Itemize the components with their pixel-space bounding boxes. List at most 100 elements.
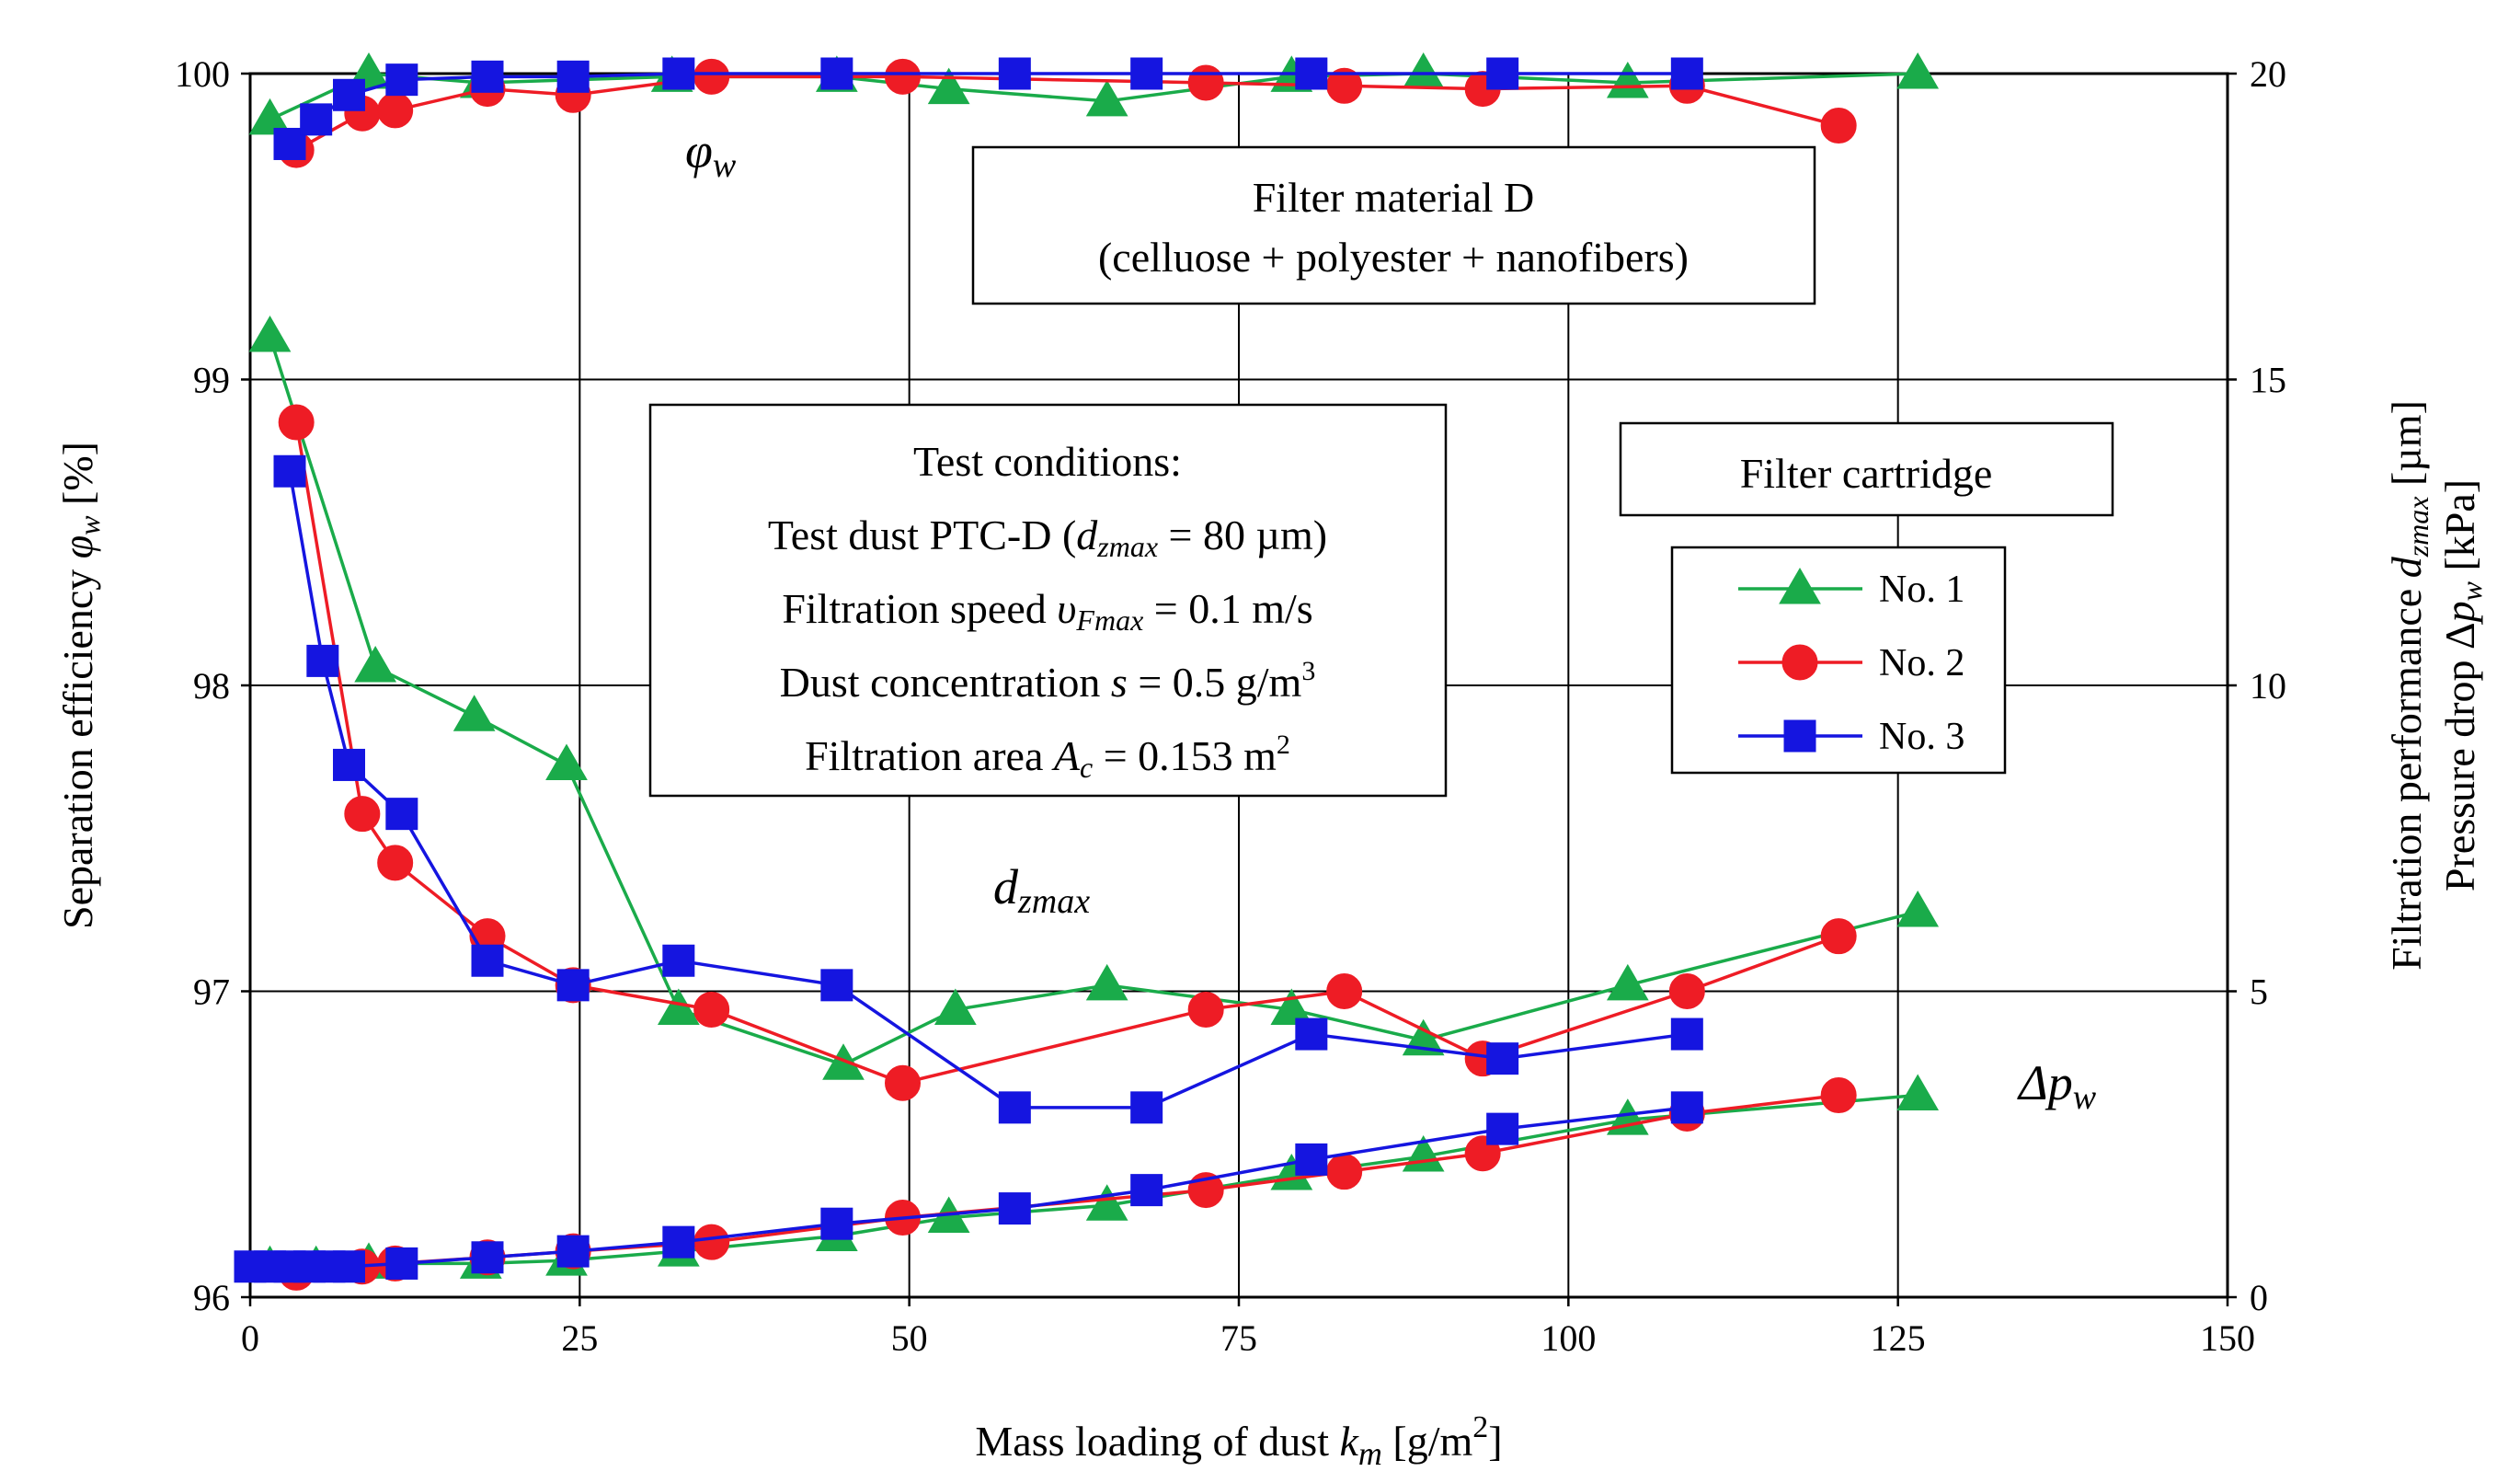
x-axis-label: Mass loading of dust km [g/m2] (975, 1410, 1502, 1472)
y-left-axis-label: Separation efficiency φw [%] (54, 442, 106, 929)
point-no2-efficiency-5 (693, 58, 730, 95)
point-no3-efficiency-3 (385, 63, 418, 97)
point-no3-pressure-12 (1130, 1174, 1163, 1207)
y-right-tick-15: 15 (2250, 360, 2286, 401)
point-no3-efficiency-1 (300, 103, 333, 136)
point-no3-efficiency-5 (556, 60, 590, 93)
point-no3-pressure-11 (998, 1192, 1031, 1225)
point-no2-pressure-11 (1820, 1077, 1857, 1114)
y-left-tick-labels: 96 97 98 99 100 (175, 53, 250, 1318)
y-right-axis-label-2: Pressure drop Δpw [kPa] (2436, 479, 2488, 891)
point-no3-efficiency-2 (333, 78, 365, 111)
point-no3-dzmax-12 (1670, 1017, 1703, 1051)
legend: Filter cartridge No. 1 No. 2 No. 3 (1619, 421, 2114, 775)
x-tick-labels: 0 25 50 75 100 125 150 (241, 1297, 2255, 1359)
series-group (234, 52, 1940, 1291)
point-no1-dzmax-2 (452, 695, 496, 731)
point-no2-dzmax-10 (1668, 973, 1705, 1009)
point-no1-efficiency-9 (1606, 61, 1649, 98)
point-no1-efficiency-5 (927, 67, 970, 105)
point-no3-efficiency-4 (471, 60, 504, 93)
legend-item-no3: No. 3 (1738, 716, 1964, 758)
point-no2-dzmax-2 (377, 845, 414, 881)
y-right-tick-0: 0 (2250, 1277, 2268, 1318)
x-tick-100: 100 (1541, 1317, 1596, 1359)
legend-label-no3: No. 3 (1879, 716, 1964, 758)
point-no1-dzmax-8 (1270, 988, 1313, 1025)
point-no3-dzmax-0 (273, 454, 306, 488)
y-right-tick-labels: 0 5 10 15 20 (2228, 53, 2286, 1318)
legend-item-no2: No. 2 (1738, 642, 1964, 684)
point-no2-pressure-5 (693, 1224, 730, 1260)
point-no1-dzmax-0 (248, 315, 292, 352)
point-no3-dzmax-1 (306, 644, 339, 677)
point-no3-dzmax-2 (333, 748, 365, 781)
legend-label-no2: No. 2 (1879, 642, 1964, 684)
point-no2-dzmax-8 (1326, 973, 1363, 1009)
point-no3-dzmax-5 (556, 969, 590, 1002)
point-no3-pressure-8 (556, 1235, 590, 1268)
point-no2-dzmax-7 (1187, 991, 1224, 1028)
point-no3-pressure-6 (385, 1247, 418, 1280)
y-left-tick-97: 97 (193, 971, 230, 1013)
point-no1-efficiency-0 (248, 98, 292, 135)
point-no2-dzmax-11 (1820, 918, 1857, 955)
material-line-2: (celluose + polyester + nanofibers) (1098, 234, 1689, 281)
x-tick-0: 0 (241, 1317, 259, 1359)
point-no2-efficiency-11 (1820, 108, 1857, 144)
legend-title: Filter cartridge (1740, 450, 1993, 497)
point-no3-dzmax-11 (1486, 1042, 1519, 1075)
material-line-1: Filter material D (1253, 174, 1535, 221)
point-no3-pressure-5 (333, 1250, 365, 1283)
point-no3-pressure-7 (471, 1241, 504, 1274)
point-no3-efficiency-9 (1130, 57, 1163, 90)
point-no2-pressure-8 (1326, 1154, 1363, 1190)
point-no3-efficiency-12 (1670, 57, 1703, 90)
x-tick-75: 75 (1220, 1317, 1257, 1359)
y-right-axis-label-1: Filtration performance dzmax [µm] (2383, 400, 2434, 971)
conditions-speed: Filtration speed υFmax = 0.1 m/s (782, 585, 1312, 637)
x-tick-150: 150 (2200, 1317, 2255, 1359)
legend-marker-no2 (1781, 644, 1818, 681)
point-no1-efficiency-6 (1085, 79, 1128, 117)
point-no3-pressure-10 (820, 1207, 853, 1240)
material-annotation: Filter material D (celluose + polyester … (971, 145, 1816, 305)
point-no3-dzmax-7 (820, 969, 853, 1002)
point-no2-dzmax-0 (278, 404, 315, 441)
point-no1-dzmax-6 (934, 988, 977, 1025)
conditions-title: Test conditions: (913, 438, 1182, 485)
point-no1-dzmax-11 (1896, 891, 1940, 927)
curve-label-dzmax: dzmax (993, 859, 1090, 921)
point-no3-dzmax-6 (662, 944, 695, 977)
y-left-tick-100: 100 (175, 53, 230, 95)
point-no2-dzmax-6 (885, 1064, 921, 1101)
point-no3-dzmax-4 (471, 944, 504, 977)
legend-label-no1: No. 1 (1879, 569, 1964, 611)
point-no3-efficiency-6 (662, 57, 695, 90)
point-no2-efficiency-2 (377, 92, 414, 129)
legend-title-box (1619, 421, 2114, 517)
point-no1-dzmax-3 (545, 743, 588, 780)
conditions-area: Filtration area Ac = 0.153 m2 (805, 730, 1290, 784)
legend-marker-no1 (1779, 568, 1821, 604)
point-no3-efficiency-10 (1295, 57, 1328, 90)
point-no2-efficiency-6 (885, 58, 921, 95)
point-no3-dzmax-8 (998, 1091, 1031, 1124)
point-no1-dzmax-10 (1606, 963, 1649, 1001)
point-no3-pressure-15 (1670, 1091, 1703, 1124)
y-right-tick-10: 10 (2250, 665, 2286, 707)
point-no1-pressure-8 (1085, 1184, 1128, 1221)
point-no3-efficiency-11 (1486, 57, 1519, 90)
line-no1-dzmax (268, 336, 1919, 1067)
y-left-tick-99: 99 (193, 360, 230, 401)
conditions-dust: Test dust PTC-D (dzmax = 80 µm) (768, 512, 1327, 563)
y-left-tick-96: 96 (193, 1277, 230, 1318)
point-no1-dzmax-7 (1085, 963, 1128, 1001)
point-no3-efficiency-8 (998, 57, 1031, 90)
conditions-annotation: Test conditions: Test dust PTC-D (dzmax … (648, 403, 1448, 798)
point-no2-dzmax-1 (344, 796, 381, 833)
series-no3 (234, 57, 1703, 1283)
legend-marker-no3 (1783, 719, 1816, 753)
point-no1-efficiency-10 (1896, 52, 1940, 89)
